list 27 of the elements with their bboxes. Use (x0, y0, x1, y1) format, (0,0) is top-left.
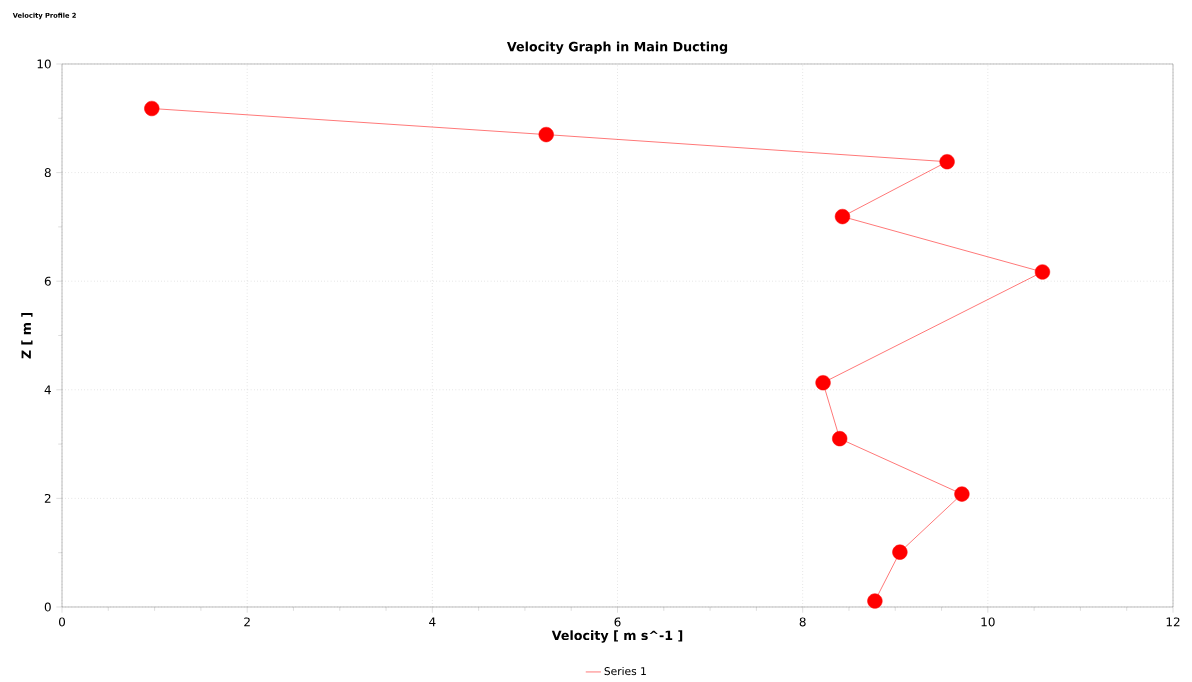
point (815, 374, 831, 391)
y-axis-title: Z [ m ] (21, 312, 33, 359)
point (538, 126, 554, 143)
legend-label: Series 1 (604, 666, 646, 675)
y-tick-label: 0 (44, 602, 51, 612)
point (144, 100, 160, 116)
y-tick-label: 8 (44, 167, 51, 177)
point (834, 208, 851, 225)
x-tick-label: 10 (981, 617, 995, 627)
x-tick-label: 8 (799, 617, 806, 627)
x-tick-label: 12 (1166, 617, 1180, 627)
point (832, 430, 848, 447)
x-tick-label: 6 (614, 617, 621, 627)
point (939, 153, 955, 170)
x-tick-label: 2 (244, 617, 250, 627)
x-tick-label: 4 (429, 617, 436, 626)
point (867, 593, 883, 609)
point (1034, 264, 1051, 280)
y-tick-label: 2 (44, 493, 51, 503)
x-tick-label: 0 (58, 617, 66, 627)
y-tick-label: 10 (37, 59, 51, 69)
y-tick-label: 6 (44, 276, 51, 286)
chart-title: Velocity Graph in Main Ducting (506, 41, 728, 54)
y-tick-label: 4 (44, 385, 51, 395)
point (954, 486, 970, 502)
x-axis-title: Velocity [ m s^-1 ] (551, 630, 683, 643)
point (892, 544, 908, 560)
